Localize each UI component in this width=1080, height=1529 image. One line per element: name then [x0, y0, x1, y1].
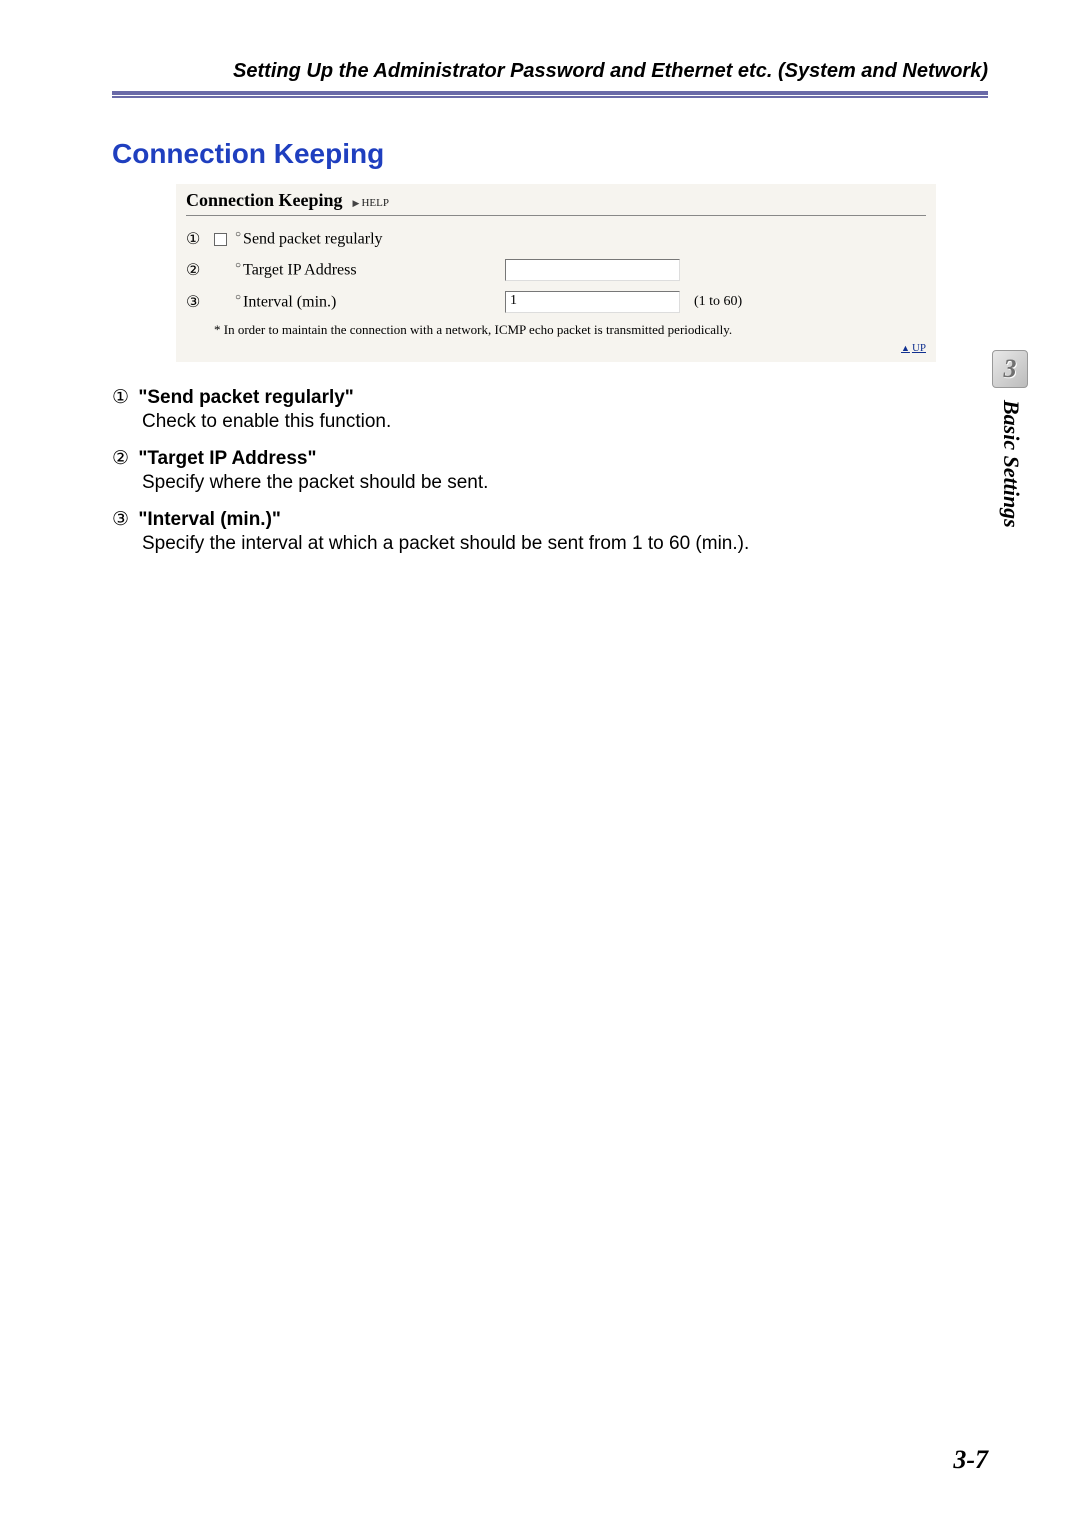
desc-item-3: ③ "Interval (min.)" Specify the interval… — [112, 508, 988, 555]
desc-num-2: ② — [112, 448, 129, 469]
callout-3: ③ — [186, 292, 214, 312]
callout-1: ① — [186, 229, 214, 249]
info-icon: ○ — [235, 292, 241, 303]
info-icon: ○ — [235, 260, 241, 271]
interval-range: (1 to 60) — [694, 294, 742, 310]
help-link[interactable]: HELP — [353, 197, 389, 209]
panel-note: * In order to maintain the connection wi… — [214, 322, 926, 338]
connection-keeping-panel: Connection Keeping HELP ① ○Send packet r… — [176, 184, 936, 362]
desc-body-3: Specify the interval at which a packet s… — [142, 533, 988, 555]
send-packet-label: ○Send packet regularly — [235, 229, 505, 248]
chapter-label: Basic Settings — [998, 400, 1024, 528]
chapter-number: 3 — [992, 350, 1028, 388]
send-packet-checkbox[interactable] — [214, 233, 227, 246]
interval-label: ○Interval (min.) — [235, 292, 505, 311]
page-header: Setting Up the Administrator Password an… — [112, 60, 988, 95]
desc-item-2: ② "Target IP Address" Specify where the … — [112, 447, 988, 494]
info-icon: ○ — [235, 229, 241, 240]
section-title: Connection Keeping — [112, 138, 988, 170]
desc-heading-1: "Send packet regularly" — [138, 387, 354, 408]
target-ip-label: ○Target IP Address — [235, 260, 505, 279]
desc-num-1: ① — [112, 387, 129, 408]
interval-input[interactable]: 1 — [505, 291, 680, 313]
desc-body-1: Check to enable this function. — [142, 411, 988, 433]
callout-2: ② — [186, 260, 214, 280]
desc-item-1: ① "Send packet regularly" Check to enabl… — [112, 386, 988, 433]
target-ip-input[interactable] — [505, 259, 680, 281]
header-rule — [112, 96, 988, 98]
header-title: Setting Up the Administrator Password an… — [233, 60, 988, 82]
page-number: 3-7 — [953, 1445, 988, 1475]
desc-heading-2: "Target IP Address" — [138, 448, 316, 469]
up-link[interactable]: UP — [186, 342, 926, 354]
desc-num-3: ③ — [112, 509, 129, 530]
description-list: ① "Send packet regularly" Check to enabl… — [112, 386, 988, 555]
desc-body-2: Specify where the packet should be sent. — [142, 472, 988, 494]
desc-heading-3: "Interval (min.)" — [138, 509, 281, 530]
panel-title: Connection Keeping — [186, 190, 343, 211]
chapter-tab: 3 — [992, 350, 1028, 392]
